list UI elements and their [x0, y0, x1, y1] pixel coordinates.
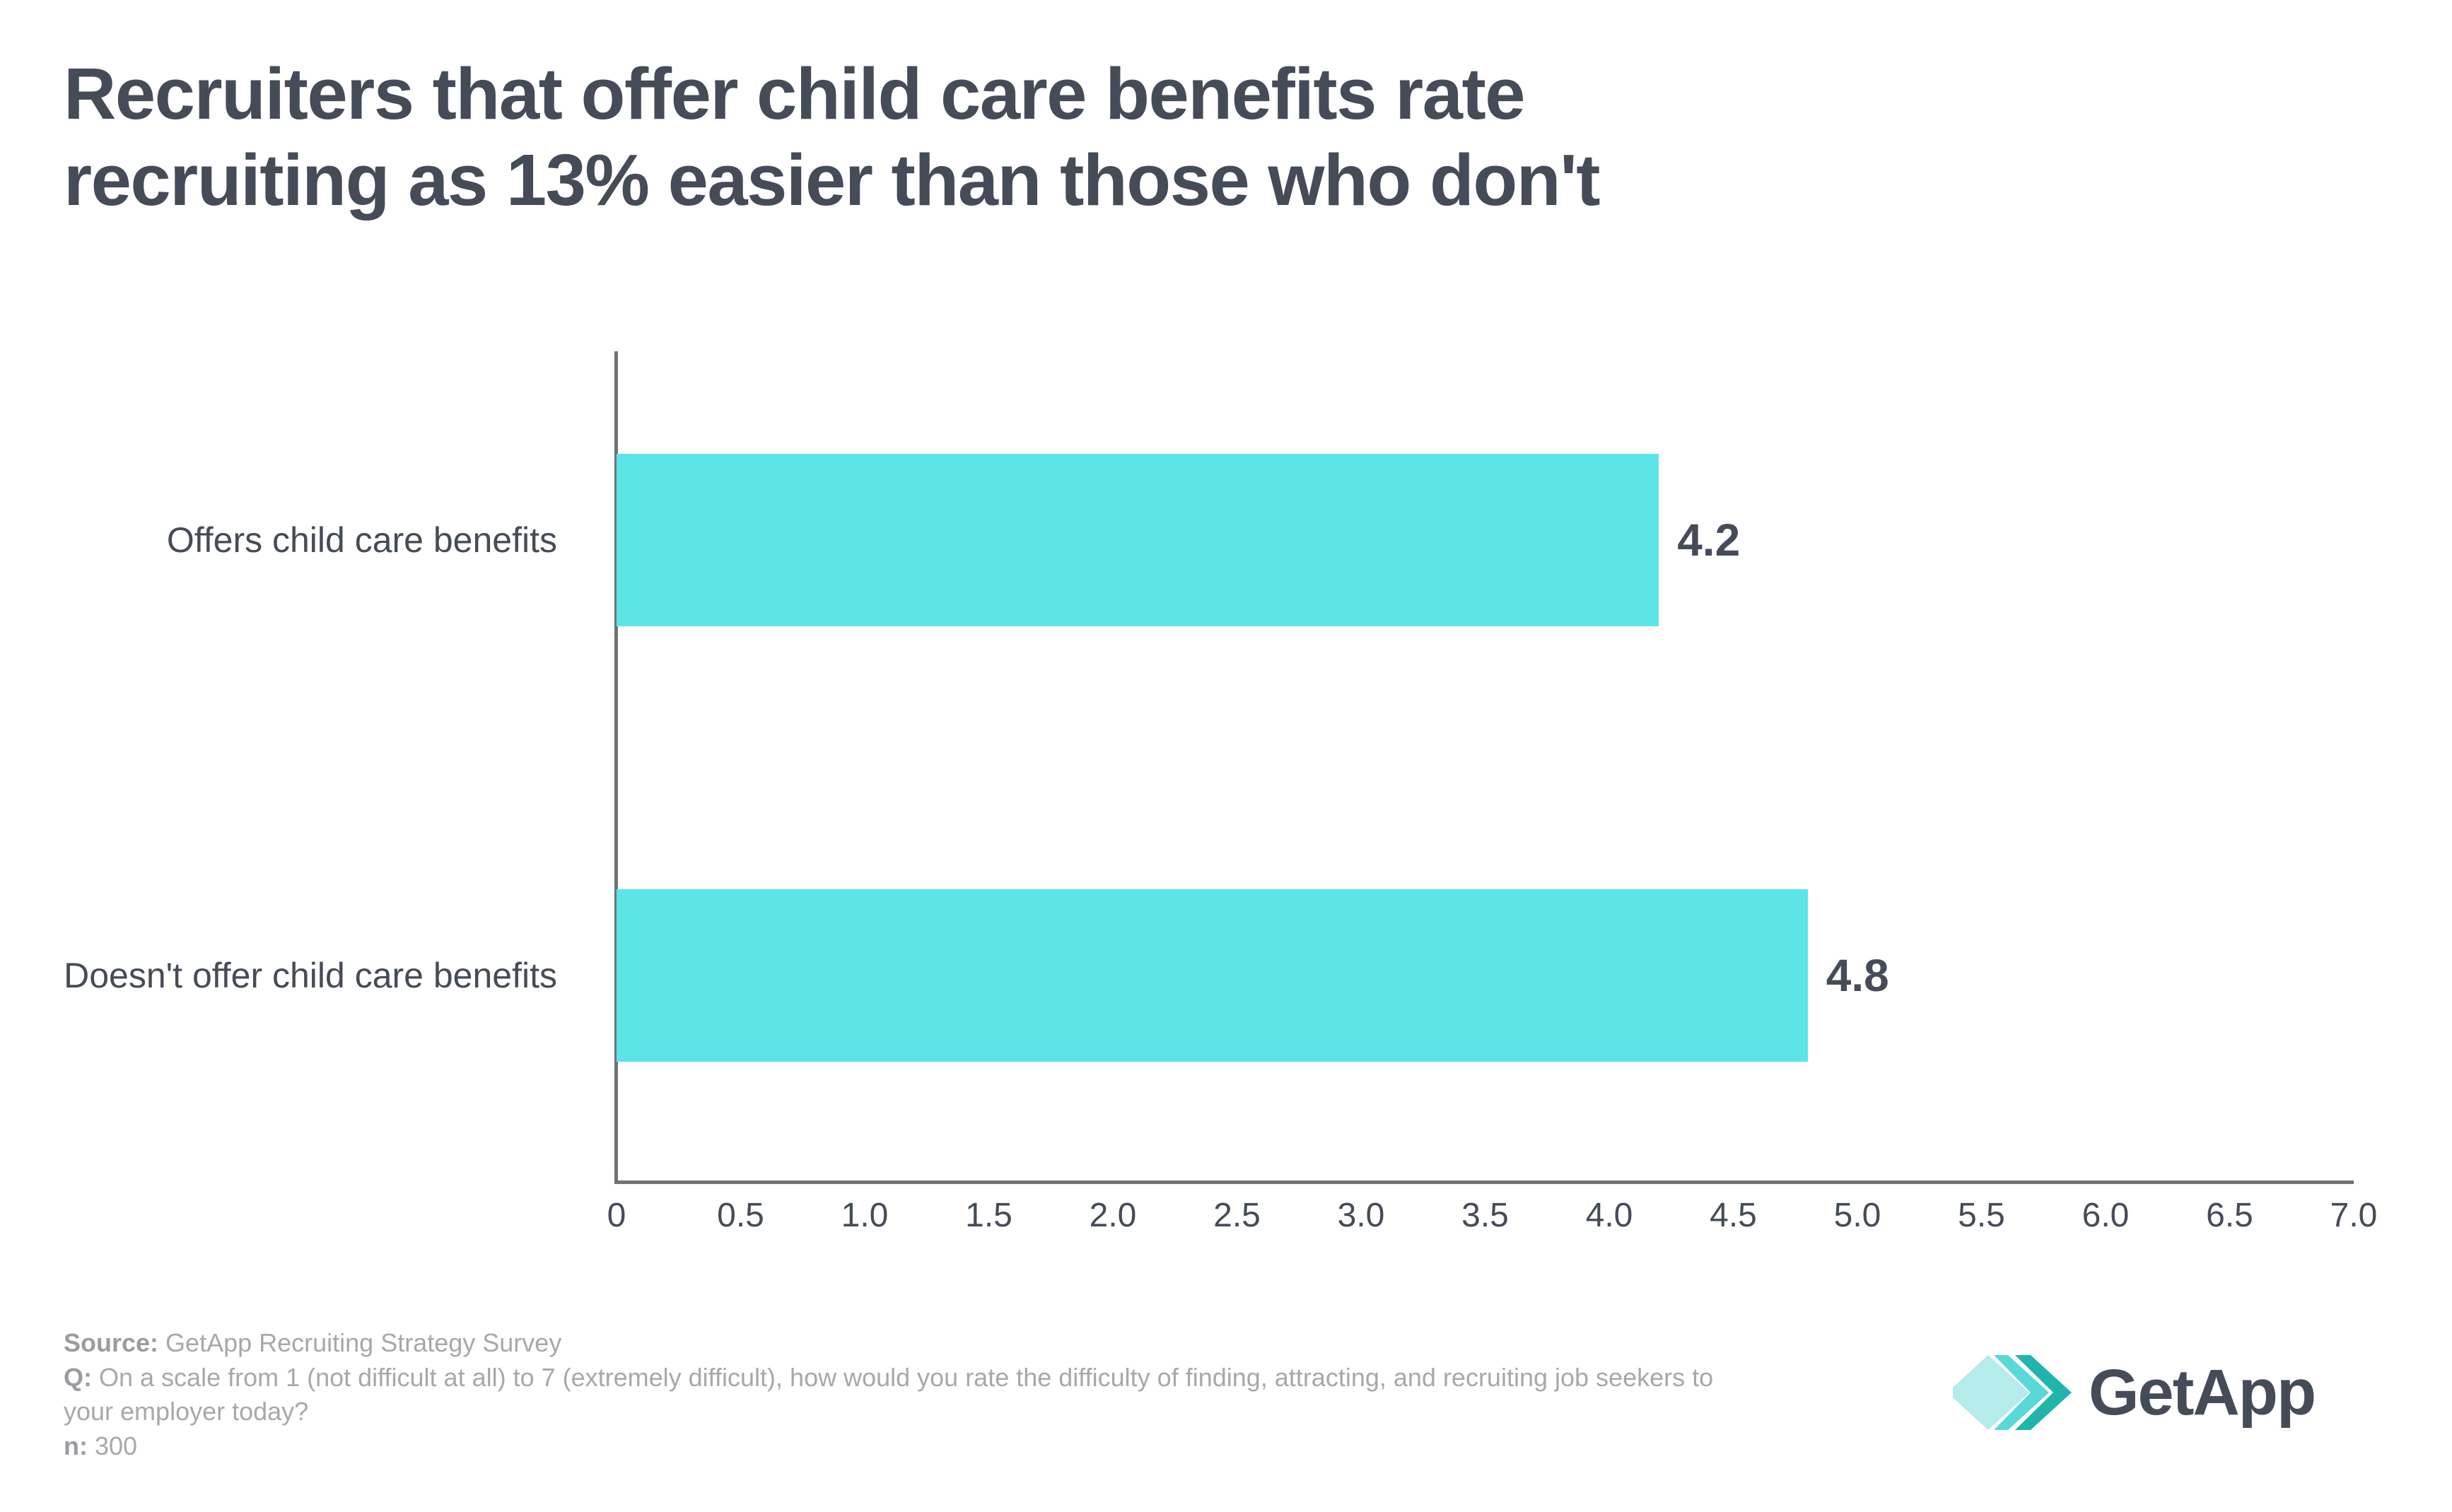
category-label: Doesn't offer child care benefits: [0, 889, 587, 1062]
x-tick-label: 0.5: [717, 1197, 764, 1234]
x-tick-label: 5.0: [1833, 1197, 1881, 1234]
category-label-text: Offers child care benefits: [166, 520, 557, 560]
source-line: Source: GetApp Recruiting Strategy Surve…: [64, 1326, 1746, 1361]
sample-size-value: 300: [87, 1431, 138, 1460]
question-line: Q: On a scale from 1 (not difficult at a…: [64, 1361, 1746, 1429]
bar: [617, 454, 1659, 626]
y-axis-line: [614, 351, 618, 1184]
title-line-1: Recruiters that offer child care benefit…: [64, 53, 1526, 134]
x-axis-ticks: 0 0.5 1.0 1.5 2.0 2.5 3.0 3.5 4.0 4.5 5.0 5.5 6.0 6.5…: [0, 1196, 2452, 1253]
bar-value-label: 4.8: [1826, 950, 1889, 1001]
x-tick-label: 3.5: [1461, 1197, 1509, 1234]
x-tick-label: 1.0: [841, 1197, 889, 1234]
question-label: Q:: [64, 1362, 92, 1392]
getapp-chevron-mark: [1953, 1355, 2072, 1430]
sample-size-line: n: 300: [64, 1429, 1746, 1464]
bar-value-label: 4.2: [1677, 515, 1741, 565]
x-tick-label: 1.5: [965, 1197, 1012, 1234]
getapp-wordmark: GetApp: [2089, 1356, 2316, 1429]
source-label: Source:: [64, 1328, 159, 1357]
x-tick-label: 7.0: [2330, 1197, 2378, 1234]
x-tick-label: 2.5: [1213, 1197, 1261, 1234]
x-tick-label: 0: [607, 1197, 626, 1234]
sample-size-label: n:: [64, 1431, 88, 1460]
source-text: GetApp Recruiting Strategy Survey: [158, 1328, 562, 1357]
bar: [617, 889, 1808, 1062]
page-title: Recruiters that offer child care benefit…: [64, 51, 2361, 223]
footer-note: Source: GetApp Recruiting Strategy Surve…: [64, 1326, 1746, 1463]
x-tick-label: 6.5: [2206, 1197, 2253, 1234]
x-tick-label: 6.0: [2082, 1197, 2130, 1234]
x-tick-label: 3.0: [1337, 1197, 1385, 1234]
question-text: On a scale from 1 (not difficult at all)…: [64, 1362, 1714, 1426]
x-tick-label: 5.5: [1958, 1197, 2005, 1234]
x-tick-label: 4.0: [1585, 1197, 1633, 1234]
title-line-2: recruiting as 13% easier than those who …: [64, 139, 1601, 221]
x-axis-line: [614, 1180, 2354, 1184]
category-label-text: Doesn't offer child care benefits: [64, 956, 557, 995]
category-label: Offers child care benefits: [0, 454, 587, 626]
getapp-logo: GetApp: [1953, 1343, 2377, 1442]
x-tick-label: 4.5: [1710, 1197, 1757, 1234]
x-tick-label: 2.0: [1089, 1197, 1137, 1234]
